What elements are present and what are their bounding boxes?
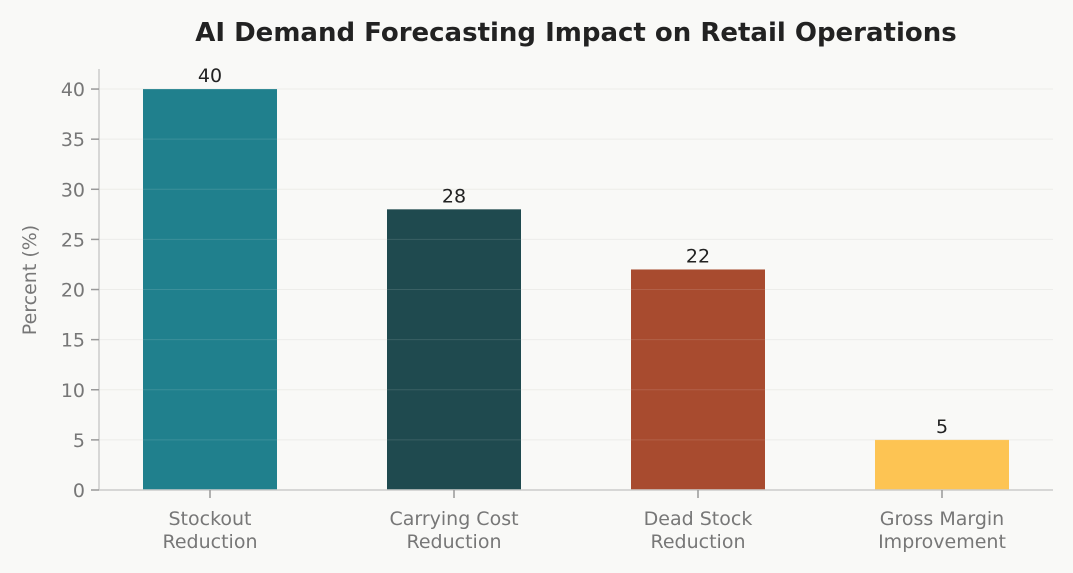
y-tick-label: 10 <box>61 380 85 402</box>
bar <box>875 439 1009 490</box>
data-label: 28 <box>442 185 466 207</box>
x-tick-label: Dead Stock Reduction <box>644 508 753 553</box>
data-label: 22 <box>686 245 710 267</box>
y-tick-label: 20 <box>61 280 85 302</box>
y-tick-label: 15 <box>61 330 85 352</box>
y-tick-label: 5 <box>73 430 85 452</box>
chart-title: AI Demand Forecasting Impact on Retail O… <box>195 18 957 48</box>
bar <box>143 89 277 491</box>
x-tick-label: Carrying Cost Reduction <box>389 508 518 553</box>
x-tick-label: Gross Margin Improvement <box>878 508 1006 553</box>
axes <box>91 69 1053 498</box>
data-label: 40 <box>198 65 222 87</box>
y-tick-label: 35 <box>61 129 85 151</box>
bar <box>631 269 765 490</box>
y-axis-label: Percent (%) <box>19 225 41 335</box>
y-tick-label: 25 <box>61 229 85 251</box>
data-label: 5 <box>936 416 948 438</box>
bars <box>143 89 1009 491</box>
y-tick-label: 30 <box>61 179 85 201</box>
y-tick-label: 40 <box>61 79 85 101</box>
y-tick-label: 0 <box>73 480 85 502</box>
labels: 0 5 10 15 20 25 30 35 40 Stockout Reduction 40 Carry… <box>61 65 1006 553</box>
bar <box>387 209 521 491</box>
x-tick-label: Stockout Reduction <box>163 508 258 553</box>
